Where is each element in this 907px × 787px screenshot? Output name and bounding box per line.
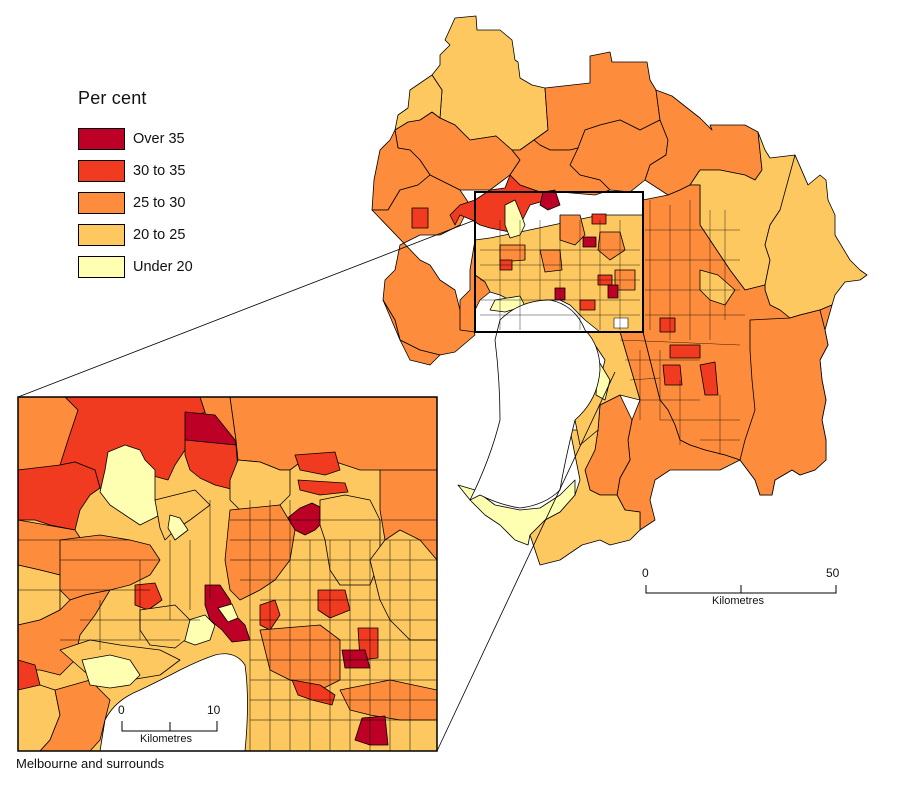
legend-item-25-to-30: 25 to 30 [78,187,193,219]
inset-caption: Melbourne and surrounds [16,756,165,771]
main-scale-bar [645,585,837,594]
legend-item-30-to-35: 30 to 35 [78,155,193,187]
inset-map [17,396,438,752]
main-scale-unit: Kilometres [712,595,764,607]
legend-swatch-20-to-25 [78,224,125,246]
inset-frame [17,396,438,752]
legend-swatch-under-20 [78,256,125,278]
main-map [371,15,868,566]
inset-scale-unit: Kilometres [140,733,192,745]
legend: Per cent Over 35 30 to 35 25 to 30 20 to… [78,88,193,283]
inset-scale-bar [121,721,218,732]
legend-swatch-30-to-35 [78,160,125,182]
legend-label: Over 35 [133,131,185,147]
inset-scale-start: 0 [118,703,125,717]
legend-label: 25 to 30 [133,195,186,211]
legend-item-under-20: Under 20 [78,251,193,283]
legend-item-over-35: Over 35 [78,123,193,155]
connector-line-bottom [436,371,616,752]
inset-extent-box [474,191,644,333]
inset-scale-end: 10 [207,703,221,717]
legend-item-20-to-25: 20 to 25 [78,219,193,251]
legend-swatch-over-35 [78,128,125,150]
main-scale-start: 0 [642,566,649,580]
connector-line-top [17,219,476,398]
legend-label: 20 to 25 [133,227,186,243]
legend-title: Per cent [78,88,147,108]
legend-label: Under 20 [133,259,193,275]
main-scale-end: 50 [826,566,840,580]
legend-label: 30 to 35 [133,163,186,179]
legend-swatch-25-to-30 [78,192,125,214]
